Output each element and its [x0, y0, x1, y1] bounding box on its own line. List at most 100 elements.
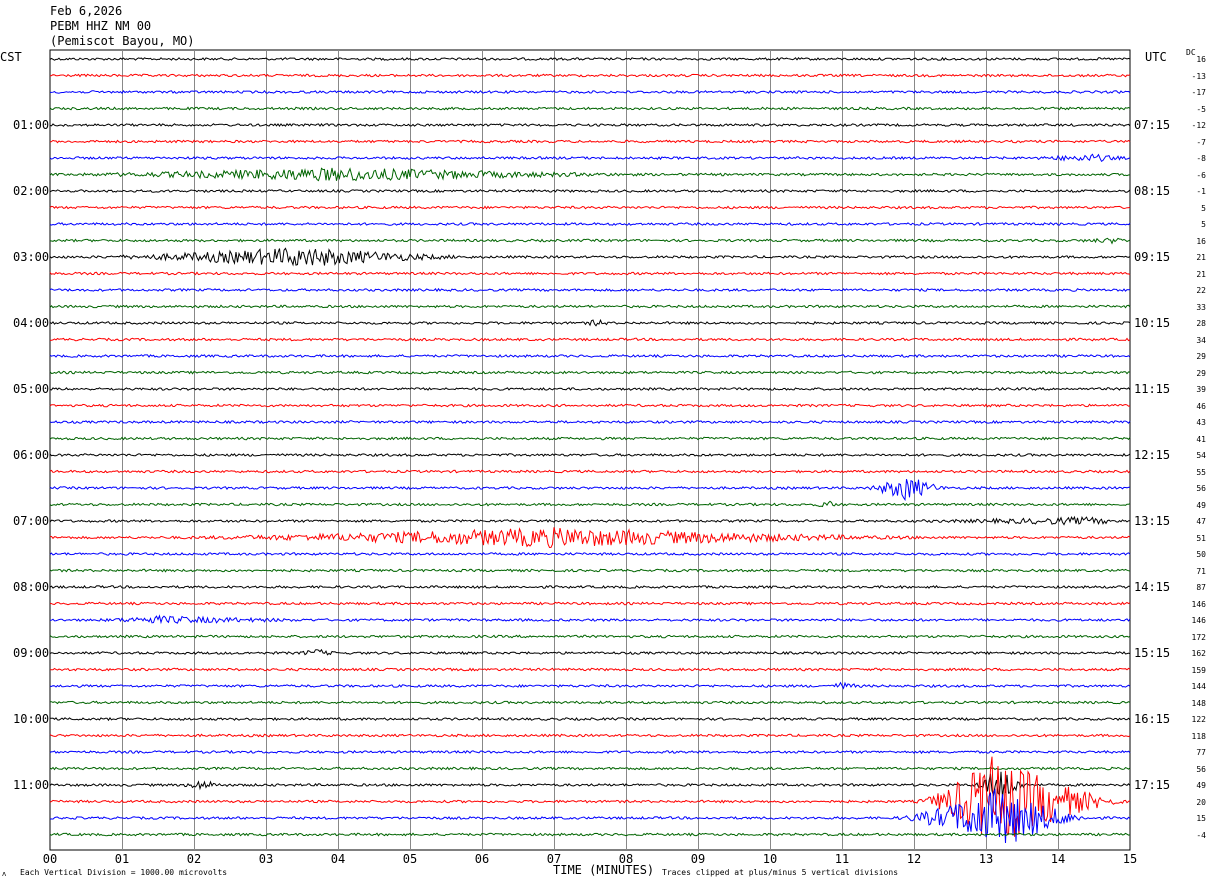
trace-line	[49, 237, 1131, 245]
x-tick-label: 06	[474, 852, 490, 866]
trace-line	[49, 205, 1131, 210]
dc-offset-label: 22	[1196, 286, 1206, 295]
dc-offset-label: 33	[1196, 302, 1206, 312]
trace-line	[49, 56, 1131, 61]
trace-line	[49, 832, 1131, 837]
left-time-tick: 07:00	[13, 514, 50, 528]
x-tick-label: 07	[546, 852, 562, 866]
dc-offset-label: 172	[1191, 632, 1206, 642]
plot-frame	[49, 49, 1131, 851]
dc-offset-label: 77	[1196, 748, 1206, 757]
trace-line	[49, 749, 1131, 755]
corner-mark: ʌ	[2, 870, 7, 878]
dc-offset-label: -13	[1191, 71, 1206, 81]
trace-line	[49, 304, 1131, 309]
x-tick-label: 03	[258, 852, 274, 866]
dc-offset-label: 28	[1196, 319, 1206, 328]
dc-offset-label: 15	[1196, 814, 1206, 823]
x-tick-label: 00	[42, 852, 58, 866]
dc-offset-label: 51	[1196, 533, 1206, 543]
x-tick-label: 04	[330, 852, 346, 866]
right-time-tick: 16:15	[1134, 712, 1171, 726]
trace-line	[49, 756, 1131, 837]
left-time-tick: 03:00	[13, 250, 50, 264]
x-tick-label: 15	[1122, 852, 1138, 866]
dc-offset-label: -12	[1191, 121, 1206, 130]
right-time-tick: 08:15	[1134, 184, 1171, 198]
dc-offset-label: 29	[1196, 352, 1206, 361]
dc-offset-label: 41	[1196, 434, 1206, 444]
left-time-tick: 08:00	[13, 580, 50, 594]
trace-line	[49, 287, 1131, 293]
left-time-tick: 06:00	[13, 448, 50, 462]
dc-offset-label: 5	[1201, 203, 1206, 213]
trace-line	[49, 403, 1131, 408]
trace-line	[49, 436, 1131, 441]
trace-line	[49, 370, 1131, 375]
trace-line	[49, 122, 1131, 127]
x-tick-label: 01	[114, 852, 130, 866]
dc-offset-label: 56	[1196, 764, 1206, 774]
left-time-tick: 04:00	[13, 316, 50, 330]
trace-line	[49, 667, 1131, 672]
header-location: (Pemiscot Bayou, MO)	[50, 34, 195, 48]
x-tick-label: 13	[978, 852, 994, 866]
left-time-tick: 01:00	[13, 118, 50, 132]
trace-line	[49, 419, 1131, 425]
x-axis-label: TIME (MINUTES)	[553, 863, 655, 877]
dc-offset-label: 55	[1196, 467, 1206, 477]
dc-offset-label: -5	[1196, 104, 1206, 114]
trace-line	[49, 139, 1131, 144]
trace-line	[49, 106, 1131, 111]
trace-line	[49, 766, 1131, 771]
left-time-tick: 10:00	[13, 712, 50, 726]
trace-line	[49, 337, 1131, 342]
trace-line	[50, 700, 1131, 705]
dc-offset-label: -17	[1191, 88, 1206, 97]
right-time-tick: 12:15	[1134, 448, 1171, 462]
trace-line	[49, 469, 1131, 474]
dc-offset-header: DC	[1186, 48, 1196, 57]
dc-offset-label: 47	[1196, 517, 1206, 526]
trace-line	[49, 221, 1131, 226]
dc-offset-label: -6	[1196, 170, 1206, 180]
scale-footnote: Each Vertical Division = 1000.00 microvo…	[20, 868, 228, 877]
dc-offset-label: 56	[1196, 484, 1206, 493]
dc-offset-label: 39	[1196, 385, 1206, 394]
trace-line	[49, 552, 1131, 557]
trace-line	[49, 614, 1131, 625]
x-tick-label: 10	[762, 852, 778, 866]
left-time-tick: 05:00	[13, 382, 50, 396]
header-station: PEBM HHZ NM 00	[50, 19, 152, 33]
right-time-tick: 17:15	[1134, 778, 1171, 792]
dc-offset-label: 20	[1196, 797, 1206, 807]
dc-offset-label: 148	[1191, 698, 1206, 708]
right-timezone-label: UTC	[1145, 50, 1167, 64]
dc-offset-label: 21	[1196, 253, 1206, 262]
x-tick-label: 09	[690, 852, 706, 866]
dc-offset-label: 46	[1196, 401, 1206, 411]
trace-line	[49, 585, 1130, 590]
dc-offset-label: 34	[1196, 335, 1206, 345]
dc-offset-label: 50	[1196, 550, 1206, 559]
trace-line	[49, 387, 1131, 391]
dc-offset-label: 29	[1196, 368, 1206, 378]
dc-offset-label: 144	[1191, 682, 1206, 691]
header-date: Feb 6,2026	[50, 4, 123, 18]
trace-line	[49, 478, 1131, 502]
trace-line	[49, 568, 1131, 573]
left-timezone-label: CST	[0, 50, 22, 64]
dc-offset-label: 118	[1191, 731, 1206, 741]
plot-grid	[49, 49, 1131, 851]
right-time-tick: 11:15	[1134, 382, 1171, 396]
trace-line	[49, 716, 1131, 722]
x-tick-label: 14	[1050, 852, 1066, 866]
trace-line	[49, 733, 1131, 738]
dc-offset-label: 146	[1191, 599, 1206, 609]
dc-offset-label: 43	[1196, 418, 1206, 427]
dc-offset-label: -4	[1196, 830, 1206, 840]
right-time-tick: 14:15	[1134, 580, 1171, 594]
x-tick-label: 08	[618, 852, 634, 866]
x-tick-label: 11	[834, 852, 850, 866]
